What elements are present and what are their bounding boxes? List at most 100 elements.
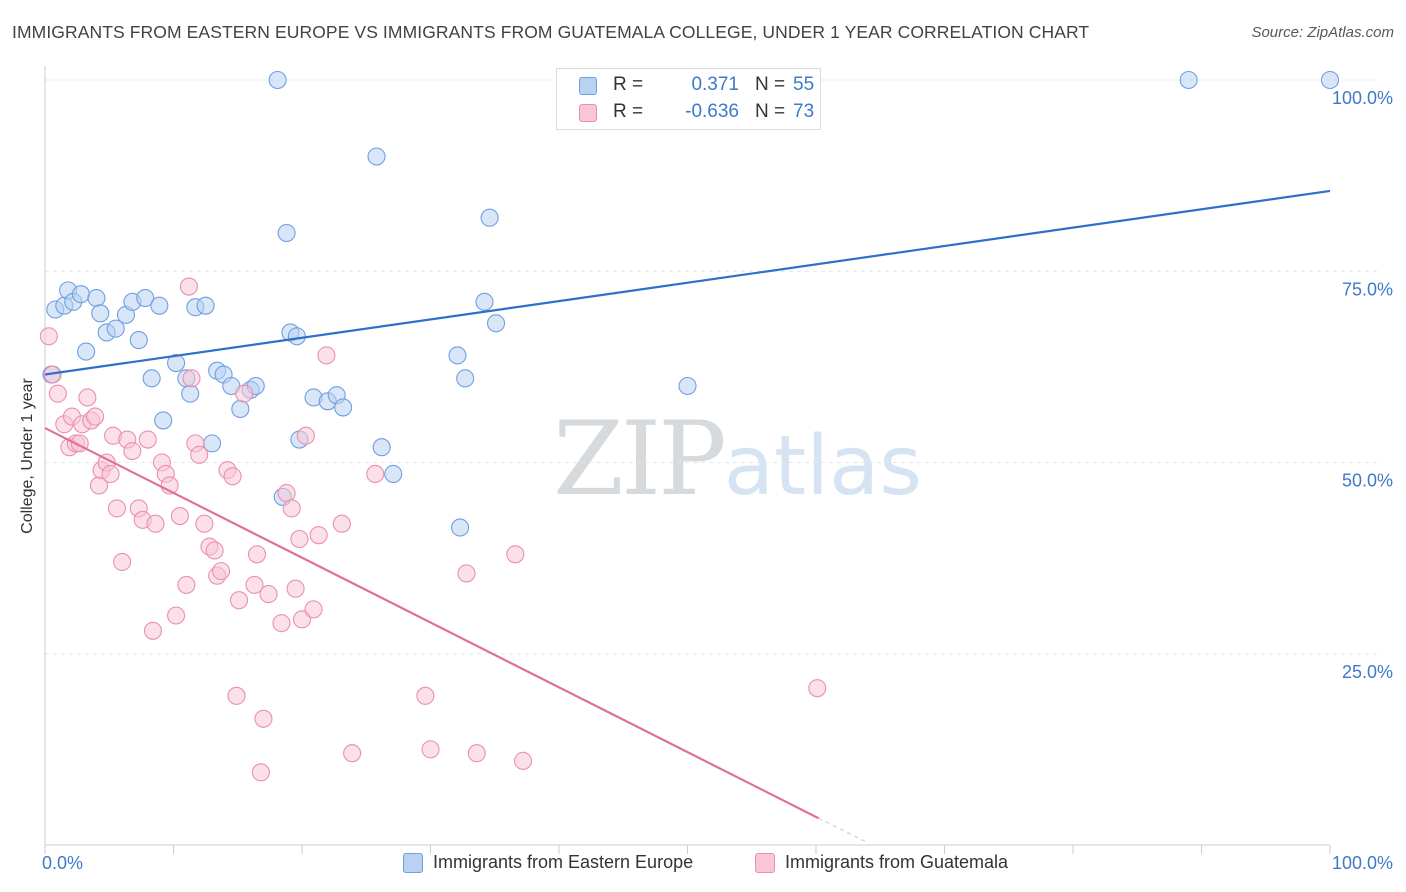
- data-point: [181, 384, 200, 403]
- y-tick-label: 25.0%: [1342, 662, 1393, 682]
- legend-r-label: R =: [613, 74, 644, 95]
- data-point: [309, 526, 328, 545]
- data-point: [513, 751, 533, 770]
- data-point: [808, 679, 827, 698]
- legend-r-value: 0.371: [691, 74, 739, 95]
- data-point: [196, 296, 215, 315]
- y-tick-label: 75.0%: [1342, 279, 1393, 299]
- tick-labels: 25.0% 50.0% 75.0% 100.0% 0.0% 100.0%: [42, 88, 1393, 873]
- trend-line-guatemala-extension: [818, 817, 866, 842]
- data-point: [167, 606, 186, 625]
- data-point: [179, 277, 198, 296]
- data-point: [451, 518, 470, 537]
- data-point: [245, 575, 264, 594]
- data-point: [456, 369, 475, 388]
- data-point: [143, 621, 162, 640]
- data-point: [416, 686, 435, 705]
- y-tick-label: 50.0%: [1342, 471, 1393, 491]
- axes: [44, 66, 1331, 854]
- data-point: [211, 562, 231, 581]
- data-point: [277, 484, 296, 503]
- data-point: [39, 327, 58, 346]
- legend-swatch-pink: [579, 104, 597, 122]
- data-point: [268, 70, 287, 90]
- y-tick-label: 100.0%: [1332, 88, 1393, 108]
- legend-n-label: N =: [755, 74, 786, 95]
- data-point: [367, 147, 386, 166]
- data-point: [366, 464, 385, 484]
- data-point: [384, 464, 403, 484]
- legend-series-name: Immigrants from Guatemala: [785, 852, 1009, 872]
- data-point: [506, 545, 525, 564]
- data-point: [480, 208, 499, 227]
- data-point: [1179, 70, 1198, 90]
- data-point: [48, 384, 67, 403]
- gridlines: [45, 79, 1380, 655]
- watermark-atlas: atlas: [723, 419, 922, 514]
- data-point: [231, 399, 250, 419]
- data-point: [177, 575, 196, 594]
- data-point: [77, 342, 96, 361]
- data-point: [78, 388, 97, 407]
- data-point: [421, 740, 440, 759]
- data-point: [146, 514, 165, 533]
- legend-r-value: -0.636: [685, 101, 739, 122]
- watermark-zip: ZIP: [553, 400, 727, 519]
- data-point: [123, 441, 142, 461]
- data-point: [223, 467, 242, 486]
- data-point: [142, 369, 161, 388]
- data-point: [332, 514, 351, 533]
- data-point: [286, 579, 305, 598]
- data-point: [190, 445, 209, 464]
- legend-n-value: 55: [793, 74, 815, 95]
- chart-title: IMMIGRANTS FROM EASTERN EUROPE VS IMMIGR…: [12, 22, 1090, 42]
- data-point: [129, 331, 148, 350]
- legend-n-value: 73: [793, 101, 815, 122]
- data-point: [71, 285, 91, 304]
- data-point: [251, 763, 270, 782]
- data-point: [229, 591, 249, 610]
- data-point: [290, 529, 309, 549]
- data-point: [343, 744, 362, 763]
- data-point: [334, 398, 353, 417]
- data-point: [467, 744, 486, 763]
- data-point: [247, 545, 267, 564]
- legend-series-name: Immigrants from Eastern Europe: [433, 852, 694, 872]
- legend-n-label: N =: [755, 101, 786, 122]
- data-point: [304, 600, 323, 619]
- legend-r-label: R =: [613, 101, 644, 122]
- data-point: [1320, 70, 1340, 90]
- data-point: [113, 552, 132, 572]
- data-point: [235, 384, 254, 403]
- trend-line-guatemala: [44, 427, 820, 820]
- x-tick-label: 0.0%: [42, 853, 83, 873]
- data-point: [448, 346, 467, 365]
- legend-swatch-pink: [755, 853, 775, 873]
- data-point: [475, 292, 494, 311]
- data-point: [167, 353, 186, 373]
- data-point: [272, 614, 291, 633]
- data-point: [195, 514, 214, 533]
- watermark: ZIPatlas: [553, 400, 922, 519]
- data-point: [292, 610, 312, 629]
- data-point: [486, 314, 506, 333]
- data-point: [317, 346, 336, 365]
- data-point: [678, 376, 697, 396]
- series-guatemala-points: [39, 277, 827, 782]
- data-point: [86, 407, 105, 426]
- data-point: [457, 564, 476, 583]
- data-point: [106, 319, 125, 338]
- data-point: [107, 499, 127, 518]
- data-point: [138, 430, 157, 449]
- data-point: [182, 369, 201, 388]
- data-point: [254, 709, 273, 728]
- data-point: [277, 223, 296, 243]
- legend-swatch-blue: [403, 853, 423, 873]
- data-point: [170, 506, 189, 526]
- data-point: [287, 327, 306, 346]
- data-point: [91, 304, 110, 323]
- data-point: [372, 438, 391, 457]
- data-point: [227, 686, 246, 705]
- data-point: [101, 464, 120, 484]
